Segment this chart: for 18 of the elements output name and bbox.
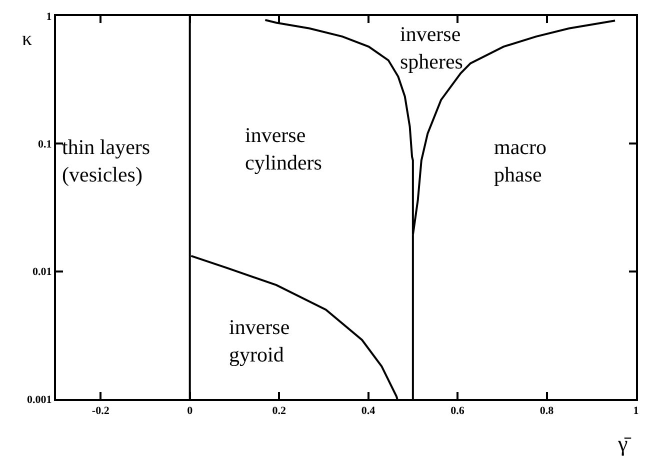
- x-tick-label: 0: [187, 405, 194, 418]
- annotation: macro phase: [494, 135, 546, 186]
- x-tick-label: 0.8: [540, 405, 554, 418]
- x-axis-title: γ̄: [617, 431, 632, 456]
- y-tick-label: 0.01: [32, 266, 52, 278]
- annotation: inverse spheres: [400, 22, 463, 74]
- annotation: inverse cylinders: [245, 123, 322, 174]
- y-tick-label: 0.001: [27, 394, 52, 406]
- annotation: thin layers (vesicles): [62, 135, 150, 186]
- x-tick-label: 0.6: [450, 405, 465, 418]
- y-tick-label: 1: [46, 10, 52, 23]
- annotation: inverse gyroid: [229, 315, 290, 366]
- x-tick-label: 0.4: [361, 405, 376, 418]
- y-axis-title: κ: [22, 28, 32, 50]
- x-tick-label: 0.2: [272, 405, 286, 418]
- y-tick-label: 0.1: [38, 138, 52, 151]
- x-tick-label: -0.2: [92, 405, 110, 418]
- x-tick-label: 1: [633, 405, 639, 418]
